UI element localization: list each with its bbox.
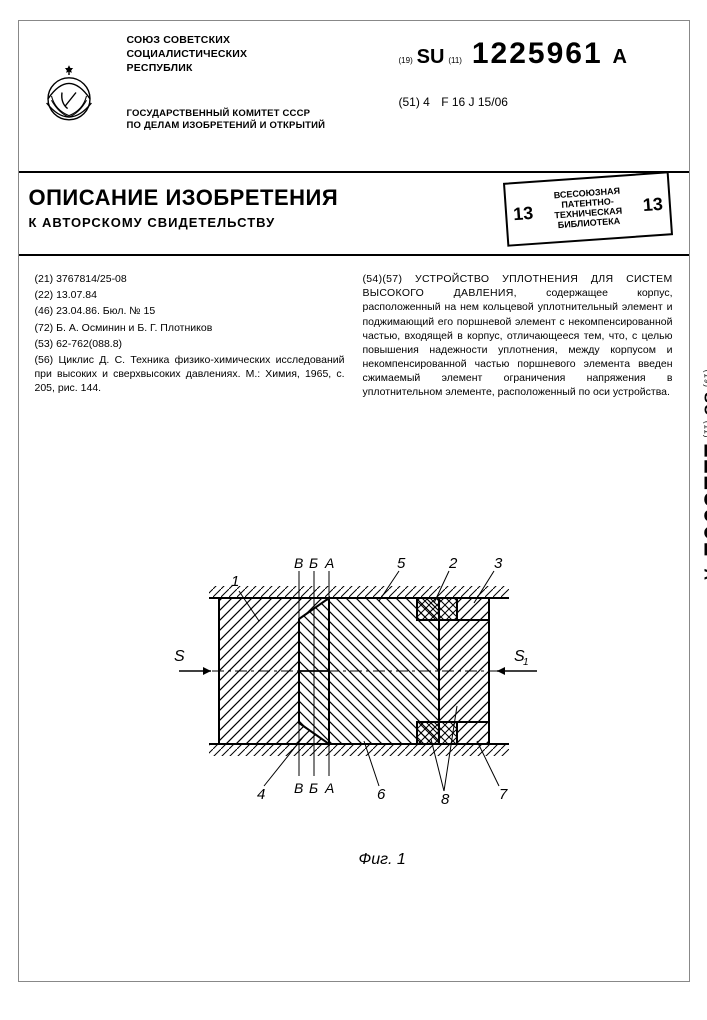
library-stamp: 13 ВСЕСОЮЗНАЯ ПАТЕНТНО- ТЕХНИЧЕСКАЯ БИБЛ… [502, 171, 672, 246]
ipc-class: F 16 J 15/06 [441, 95, 508, 109]
label-6: 6 [377, 786, 386, 803]
ipc-line: (51) 4 F 16 J 15/06 [399, 95, 689, 109]
stamp-left-number: 13 [512, 202, 533, 224]
patent-page: СОЮЗ СОВЕТСКИХ СОЦИАЛИСТИЧЕСКИХ РЕСПУБЛИ… [18, 20, 690, 982]
right-column: (54)(57) УСТРОЙСТВО УПЛОТНЕНИЯ ДЛЯ СИСТЕ… [363, 272, 673, 400]
biblio-22: (22) 13.07.84 [35, 288, 345, 302]
publication-column: (19) SU (11) 1225961 A (51) 4 F 16 J 15/… [389, 21, 689, 171]
stamp-middle: ВСЕСОЮЗНАЯ ПАТЕНТНО- ТЕХНИЧЕСКАЯ БИБЛИОТ… [552, 187, 622, 231]
side-kind: A [701, 568, 707, 581]
emblem-column [19, 21, 119, 171]
header-row: СОЮЗ СОВЕТСКИХ СОЦИАЛИСТИЧЕСКИХ РЕСПУБЛИ… [19, 21, 689, 173]
biblio-21: (21) 3767814/25-08 [35, 272, 345, 286]
stamp-right-number: 13 [642, 193, 663, 215]
code-11: (11) [448, 56, 462, 65]
label-5: 5 [397, 555, 406, 572]
label-4: 4 [257, 786, 265, 803]
org-line2: СОЦИАЛИСТИЧЕСКИХ [127, 47, 389, 61]
figure-caption: Фиг. 1 [359, 851, 406, 869]
abstract-text: содержащее корпус, расположенный на нем … [363, 287, 673, 398]
biblio-46: (46) 23.04.86. Бюл. № 15 [35, 304, 345, 318]
label-7: 7 [499, 786, 508, 803]
org-line1: СОЮЗ СОВЕТСКИХ [127, 33, 389, 47]
label-8: 8 [441, 791, 450, 808]
section-B-bot: В [294, 780, 303, 796]
label-S: S [174, 648, 185, 665]
side-publication-text: (19) SU (11) 1225961 A [698, 370, 707, 581]
org-line3: РЕСПУБЛИК [127, 61, 389, 75]
committee-line1: ГОСУДАРСТВЕННЫЙ КОМИТЕТ СССР [127, 108, 389, 121]
kind-code: A [613, 46, 627, 68]
svg-text:1: 1 [523, 657, 529, 668]
stamp-line4: БИБЛИОТЕКА [554, 217, 622, 232]
title-row: ОПИСАНИЕ ИЗОБРЕТЕНИЯ К АВТОРСКОМУ СВИДЕТ… [19, 173, 689, 256]
committee-line2: ПО ДЕЛАМ ИЗОБРЕТЕНИЙ И ОТКРЫТИЙ [127, 120, 389, 133]
body-columns: (21) 3767814/25-08 (22) 13.07.84 (46) 23… [19, 256, 689, 400]
label-3: 3 [494, 555, 503, 572]
ussr-emblem-icon [34, 61, 104, 131]
org-column: СОЮЗ СОВЕТСКИХ СОЦИАЛИСТИЧЕСКИХ РЕСПУБЛИ… [119, 21, 389, 171]
side-cc: SU [701, 392, 707, 416]
biblio-56: (56) Циклис Д. С. Техника физико-химичес… [35, 353, 345, 396]
section-A-bot: А [324, 780, 334, 796]
code-51: (51) 4 [399, 95, 430, 109]
org-name: СОЮЗ СОВЕТСКИХ СОЦИАЛИСТИЧЕСКИХ РЕСПУБЛИ… [127, 33, 389, 76]
side-number: 1225961 [699, 443, 707, 558]
label-1: 1 [231, 573, 239, 590]
left-column: (21) 3767814/25-08 (22) 13.07.84 (46) 23… [35, 272, 345, 400]
figure-1-diagram: S S 1 В Б А В Б А 1 5 2 3 4 6 8 7 [149, 541, 569, 841]
code-19: (19) [399, 56, 413, 65]
biblio-53: (53) 62-762(088.8) [35, 337, 345, 351]
side-code19: (19) [703, 370, 707, 388]
publication-number-line: (19) SU (11) 1225961 A [399, 37, 689, 71]
section-Bcyr-bot: Б [309, 780, 318, 796]
country-code: SU [417, 46, 445, 68]
section-A-top: А [324, 555, 334, 571]
label-2: 2 [448, 555, 458, 572]
publication-number: 1225961 [472, 37, 603, 71]
biblio-72: (72) Б. А. Осминин и Б. Г. Плотников [35, 321, 345, 335]
committee-name: ГОСУДАРСТВЕННЫЙ КОМИТЕТ СССР ПО ДЕЛАМ ИЗ… [127, 108, 389, 134]
section-B-top: В [294, 555, 303, 571]
section-Bcyr-top: Б [309, 555, 318, 571]
side-code11: (11) [703, 421, 707, 439]
